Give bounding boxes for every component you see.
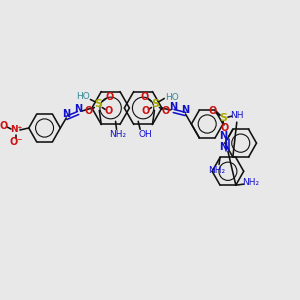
Text: O: O	[104, 106, 112, 116]
Text: S: S	[94, 100, 102, 110]
Text: NH₂: NH₂	[242, 178, 259, 187]
Text: O: O	[84, 106, 93, 116]
Text: N: N	[219, 131, 227, 141]
Text: O⁻: O⁻	[9, 137, 22, 147]
Text: O: O	[105, 92, 113, 103]
Text: N: N	[74, 104, 82, 114]
Text: O: O	[141, 106, 150, 116]
Text: N: N	[169, 102, 178, 112]
Text: HO: HO	[165, 93, 179, 102]
Text: N⁺: N⁺	[10, 125, 22, 134]
Text: O: O	[0, 121, 8, 131]
Text: S: S	[152, 100, 159, 110]
Text: S: S	[219, 113, 227, 123]
Text: NH: NH	[230, 111, 244, 120]
Text: NH₂: NH₂	[109, 130, 126, 139]
Text: NH₂: NH₂	[208, 166, 226, 175]
Text: OH: OH	[138, 130, 152, 139]
Text: O: O	[221, 123, 229, 133]
Text: O: O	[140, 92, 149, 103]
Text: N: N	[62, 109, 70, 119]
Text: HO: HO	[76, 92, 89, 101]
Text: N: N	[219, 142, 227, 152]
Text: O: O	[209, 106, 217, 116]
Text: O: O	[161, 106, 170, 116]
Text: N: N	[182, 105, 190, 115]
